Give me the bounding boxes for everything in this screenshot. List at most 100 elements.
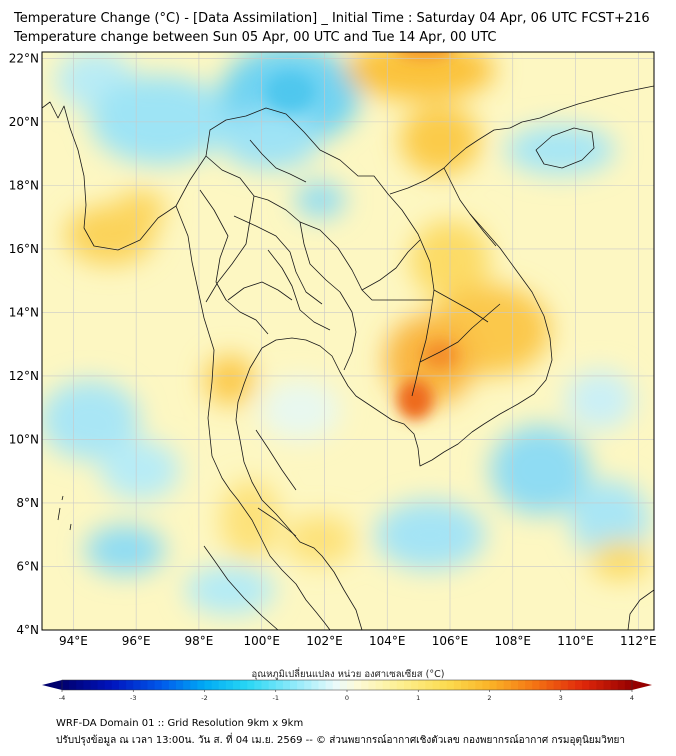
colorbar-swatch [311, 680, 319, 690]
colorbar-tick-label: 1 [416, 694, 420, 702]
colorbar-swatch [325, 680, 334, 690]
colorbar-swatch [161, 680, 170, 690]
longitude-tick-labels: 94°E 96°E 98°E 100°E 102°E 104°E 106°E 108°E 110… [59, 634, 657, 648]
colorbar-tick-label: 0 [345, 694, 349, 702]
lat-tick-label: 12°N [9, 369, 39, 383]
colorbar-swatch [204, 680, 213, 690]
colorbar-swatch [225, 680, 234, 690]
lon-tick-label: 102°E [306, 634, 343, 648]
colorbar-swatch [525, 680, 533, 690]
lon-tick-label: 108°E [495, 634, 532, 648]
colorbar-swatch [389, 680, 398, 690]
colorbar-swatch [339, 680, 348, 690]
colorbar-swatch [240, 680, 248, 690]
colorbar-swatch [596, 680, 604, 690]
colorbar-swatch [532, 680, 540, 690]
colorbar-swatch [589, 680, 597, 690]
colorbar-swatch [475, 680, 483, 690]
colorbar-swatch [247, 680, 255, 690]
colorbar-swatch [418, 680, 426, 690]
colorbar-swatch [233, 680, 241, 690]
lat-tick-label: 10°N [9, 432, 39, 446]
colorbar-swatch [375, 680, 384, 690]
colorbar-swatch [446, 680, 455, 690]
colorbar-swatch [368, 680, 376, 690]
colorbar-swatch [461, 680, 469, 690]
colorbar-swatch [411, 680, 419, 690]
footer-line-1: WRF-DA Domain 01 :: Grid Resolution 9km … [56, 718, 304, 729]
colorbar-swatch [425, 680, 433, 690]
colorbar-swatch [510, 680, 519, 690]
colorbar-swatch [304, 680, 312, 690]
colorbar-swatch [610, 680, 619, 690]
colorbar-swatch [254, 680, 262, 690]
colorbar-swatch [176, 680, 184, 690]
colorbar-swatch [518, 680, 526, 690]
lat-tick-label: 4°N [16, 623, 39, 637]
lat-tick-label: 20°N [9, 115, 39, 129]
colorbar-swatch [404, 680, 412, 690]
colorbar-swatch [603, 680, 612, 690]
colorbar-swatch [361, 680, 369, 690]
colorbar-swatch [354, 680, 362, 690]
colorbar-swatch [275, 680, 284, 690]
colorbar-swatch [69, 680, 77, 690]
colorbar-tick-label: -1 [273, 694, 279, 702]
title-line-1: Temperature Change (°C) - [Data Assimila… [14, 11, 650, 26]
colorbar-swatch [396, 680, 405, 690]
latitude-tick-labels: 22°N 20°N 18°N 16°N 14°N 12°N 10°N 8°N 6°N 4°N [9, 51, 39, 637]
colorbar-swatch [211, 680, 220, 690]
colorbar-swatch [76, 680, 84, 690]
colorbar-swatch [197, 680, 205, 690]
colorbar-swatch [90, 680, 99, 690]
colorbar-swatch [482, 680, 490, 690]
colorbar-tick-label: -3 [130, 694, 136, 702]
map-gridlines [42, 52, 654, 630]
colorbar-swatch [183, 680, 191, 690]
title-line-2: Temperature change between Sun 05 Apr, 0… [14, 30, 497, 45]
colorbar-swatch [496, 680, 505, 690]
colorbar-swatch [318, 680, 327, 690]
colorbar-swatch [489, 680, 498, 690]
footer-line-2: ปรับปรุงข้อมูล ณ เวลา 13:00น. วัน ส. ที่… [56, 735, 625, 746]
colorbar-swatch [97, 680, 106, 690]
colorbar-label: อุณหภูมิเปลี่ยนแปลง หน่วย องศาเซลเซียส (… [252, 667, 445, 680]
colorbar-max-arrow [632, 680, 652, 690]
colorbar-swatch [282, 680, 291, 690]
colorbar-swatch [332, 680, 341, 690]
colorbar-swatch [432, 680, 441, 690]
colorbar-swatch [382, 680, 391, 690]
colorbar-swatch [290, 680, 298, 690]
colorbar-swatch [133, 680, 141, 690]
lat-tick-label: 14°N [9, 305, 39, 319]
colorbar-swatch [119, 680, 127, 690]
colorbar-swatch [453, 680, 462, 690]
colorbar-swatch [624, 680, 633, 690]
colorbar-swatch [439, 680, 448, 690]
colorbar-swatch [168, 680, 177, 690]
colorbar-swatch [83, 680, 91, 690]
colorbar-swatch [503, 680, 512, 690]
lon-tick-label: 106°E [432, 634, 469, 648]
colorbar-swatch [560, 680, 569, 690]
colorbar-swatch [147, 680, 156, 690]
colorbar-swatch [582, 680, 590, 690]
colorbar-swatch [218, 680, 227, 690]
colorbar-tick-label: 4 [630, 694, 634, 702]
colorbar [42, 679, 652, 691]
lat-tick-label: 22°N [9, 51, 39, 65]
colorbar-swatch [575, 680, 583, 690]
colorbar-tick-label: 3 [559, 694, 563, 702]
colorbar-tick-label: 2 [487, 694, 491, 702]
colorbar-swatch [539, 680, 547, 690]
lon-tick-label: 110°E [557, 634, 594, 648]
map-frame [41, 51, 655, 631]
colorbar-swatch [126, 680, 134, 690]
lon-tick-label: 98°E [184, 634, 213, 648]
coastlines-borders [42, 85, 654, 630]
lon-tick-label: 112°E [620, 634, 657, 648]
colorbar-swatch [111, 680, 120, 690]
colorbar-swatch [104, 680, 113, 690]
colorbar-swatch [468, 680, 476, 690]
lon-tick-label: 96°E [122, 634, 151, 648]
